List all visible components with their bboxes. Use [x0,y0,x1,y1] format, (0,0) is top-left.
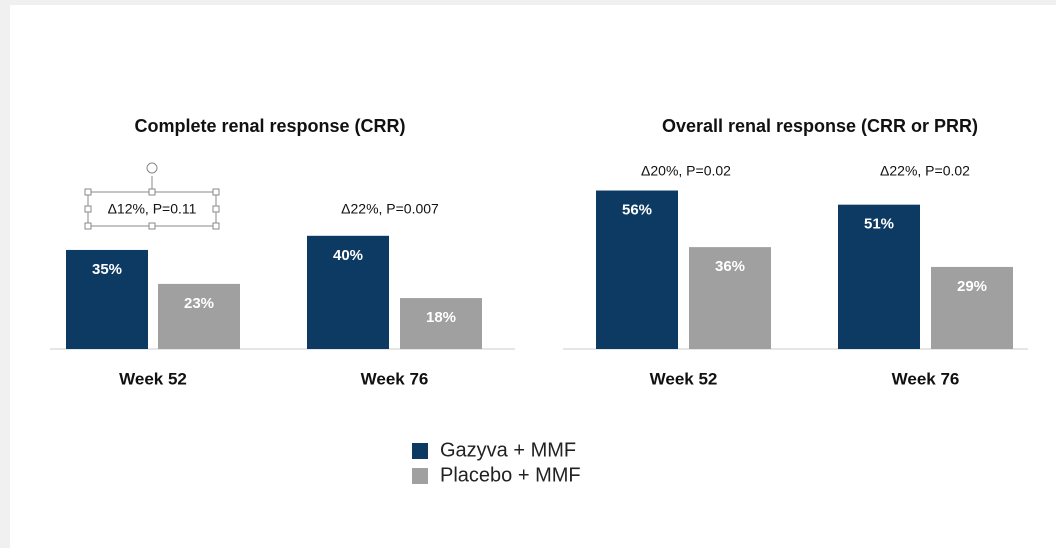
bar [689,247,771,349]
legend-swatch [412,468,428,484]
bar [838,204,920,349]
value-label: 18% [426,309,456,326]
bar [596,190,678,349]
bar [400,298,482,349]
value-label: 35% [92,261,122,278]
value-label: 56% [622,201,652,218]
legend-label: Gazyva + MMF [440,439,576,461]
bar [66,249,148,349]
x-tick-label: Week 76 [361,369,429,388]
bar [307,235,389,349]
x-tick-label: Week 52 [650,369,718,388]
x-tick-label: Week 52 [119,369,187,388]
value-label: 40% [333,247,363,264]
value-label: 23% [184,295,214,312]
annotation: Δ20%, P=0.02 [641,163,731,179]
x-tick-label: Week 76 [892,369,960,388]
bar [931,266,1013,349]
annotation: Δ12%, P=0.11 [108,201,197,217]
chart-title: Overall renal response (CRR or PRR) [662,116,978,136]
value-label: 51% [864,216,894,233]
annotation: Δ22%, P=0.007 [341,201,439,217]
chart-title: Complete renal response (CRR) [134,116,405,136]
legend-label: Placebo + MMF [440,464,581,486]
value-label: 36% [715,258,745,275]
bar [158,283,240,349]
value-label: 29% [957,278,987,295]
legend-swatch [412,443,428,459]
selection-box [84,162,220,230]
annotation: Δ22%, P=0.02 [880,163,970,179]
